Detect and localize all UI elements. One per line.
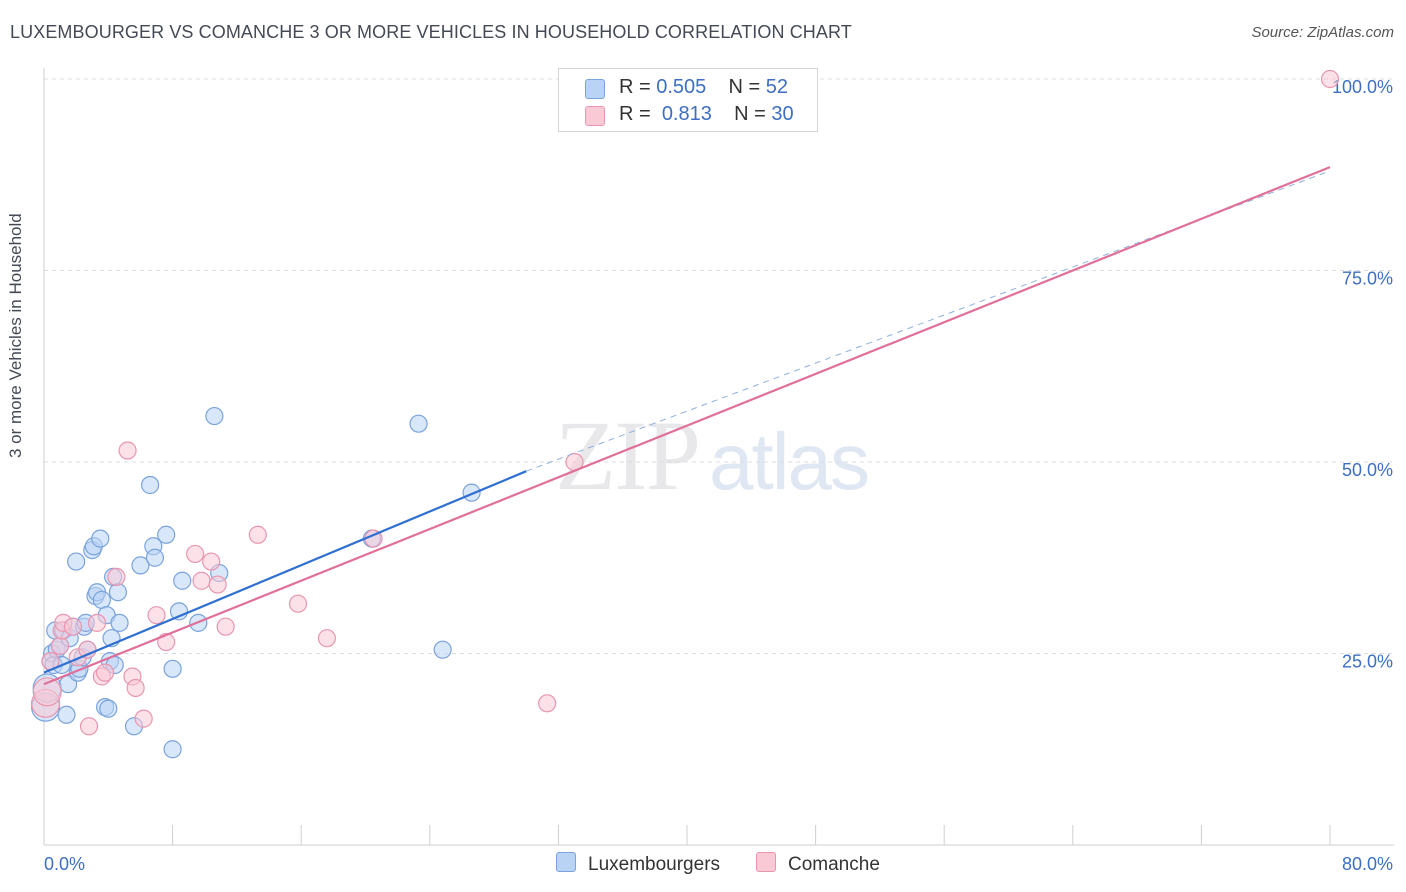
legend-n-label: N = [734,103,766,125]
comanche-point [538,694,557,713]
luxembourger-point [205,406,224,426]
comanche-point [317,629,337,648]
bottom-legend-comanche: Comanche [756,852,880,876]
comanche-point [118,441,137,460]
luxembourger-point [163,740,182,759]
comanche-point [50,636,70,655]
comanche-point [95,663,115,682]
luxembourger-point [67,552,86,571]
luxembourger-point [433,640,452,659]
legend-swatch-comanche [585,106,605,126]
bottom-legend-swatch-comanche [756,852,776,872]
comanche-point [288,594,308,613]
bottom-legend-label-luxembourgers: Luxembourgers [588,854,721,875]
luxembourger-point [409,414,428,433]
y-tick-label: 100.0% [1332,77,1393,97]
legend-r-label: R = [619,76,651,98]
luxembourger-point [173,571,192,590]
comanche-point [79,717,99,736]
y-tick-label: 25.0% [1342,652,1393,672]
legend-r-value: 0.813 [661,103,712,125]
y-tick-label: 50.0% [1342,460,1393,480]
luxembourger-point [92,590,111,609]
x-tick-label: 80.0% [1342,854,1393,874]
comanche-point [208,575,227,594]
luxembourger-point [131,556,150,575]
legend-n-value: 52 [765,76,789,98]
luxembourger-point [145,548,165,567]
chart-title: LUXEMBOURGER VS COMANCHE 3 OR MORE VEHIC… [10,22,852,42]
comanche-point [248,525,267,544]
comanche-point [147,606,166,625]
legend-n-label: N = [728,76,761,98]
legend-swatch-luxembourgers [585,79,605,99]
legend-r-label: R = [619,103,651,125]
luxembourger-point [99,699,118,718]
comanche-point [87,613,107,632]
luxembourger-point [157,525,176,544]
y-tick-label: 75.0% [1342,269,1393,289]
comanche-trend-line [43,166,1331,686]
comanche-point [186,544,205,564]
bottom-legend-swatch-luxembourgers [556,852,576,872]
legend-n-value: 30 [771,103,794,125]
comanche-point [1320,69,1340,89]
comanche-point [192,571,211,590]
luxembourger-point [140,475,160,495]
luxembourger-trend-line [43,470,527,674]
comanche-point [134,709,153,728]
comanche-point [126,678,145,698]
correlation-legend: R = 0.505 N = 52 R = 0.813 N = 30 [558,68,818,132]
comanche-point [107,567,126,587]
comanche-point [216,617,235,636]
comanche-point [32,677,62,707]
x-tick-label: 0.0% [44,854,85,874]
bottom-legend-luxembourgers: Luxembourgers [556,852,720,876]
comanche-point [63,617,83,636]
legend-r-value: 0.505 [656,76,707,98]
comanche-point [202,552,221,571]
luxembourger-point [108,583,128,602]
source-label: Source: ZipAtlas.com [1251,24,1394,41]
luxembourger-point [163,659,182,678]
luxembourger-point [57,705,76,724]
luxembourger-point [110,613,129,632]
luxembourger-point [91,529,110,548]
bottom-legend-label-comanche: Comanche [788,854,880,875]
